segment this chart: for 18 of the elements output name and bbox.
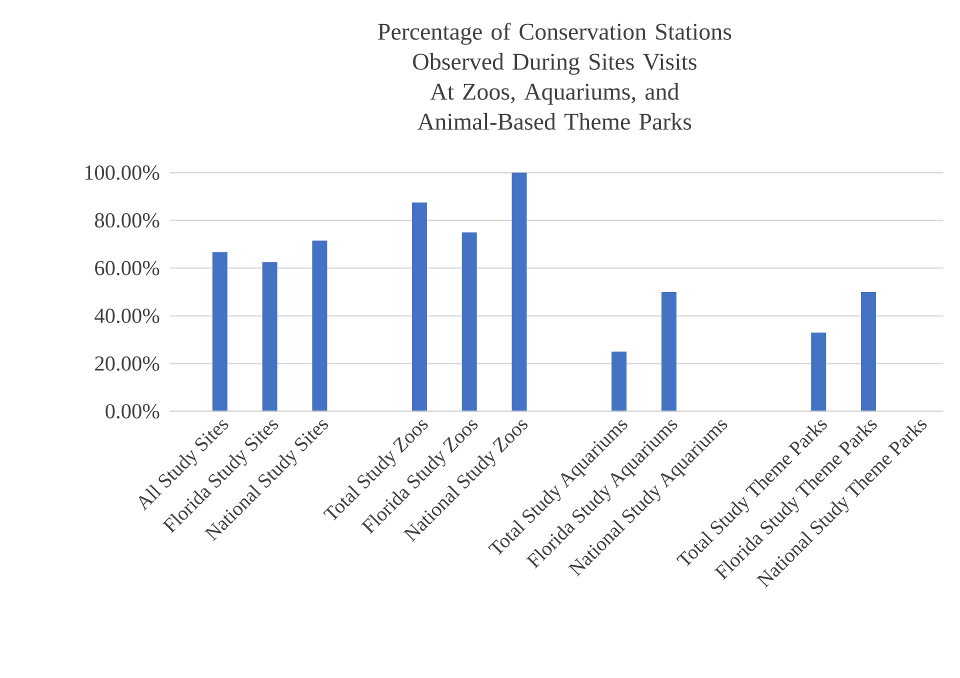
bar (262, 262, 278, 412)
bar (661, 292, 676, 412)
bar (811, 332, 826, 412)
y-tick-label: 0.00% (106, 404, 160, 419)
bar (861, 292, 876, 412)
bar (462, 232, 477, 412)
bar (312, 240, 328, 412)
bar (412, 202, 427, 412)
y-tick-label: 60.00% (95, 260, 160, 276)
chart-subtitle: At Zoos, Aquariums, and Animal-Based Theme Parks (418, 82, 692, 130)
chart-title: Percentage of Conservation Stations Observed During Sites Visits (378, 22, 732, 75)
y-tick-label: 80.00% (95, 213, 160, 228)
y-tick-label: 20.00% (95, 356, 160, 371)
bar (212, 252, 228, 412)
bar (612, 352, 627, 412)
y-tick-label: 40.00% (94, 308, 160, 324)
y-tick-label: 100.00% (85, 165, 160, 180)
bar (512, 172, 527, 412)
